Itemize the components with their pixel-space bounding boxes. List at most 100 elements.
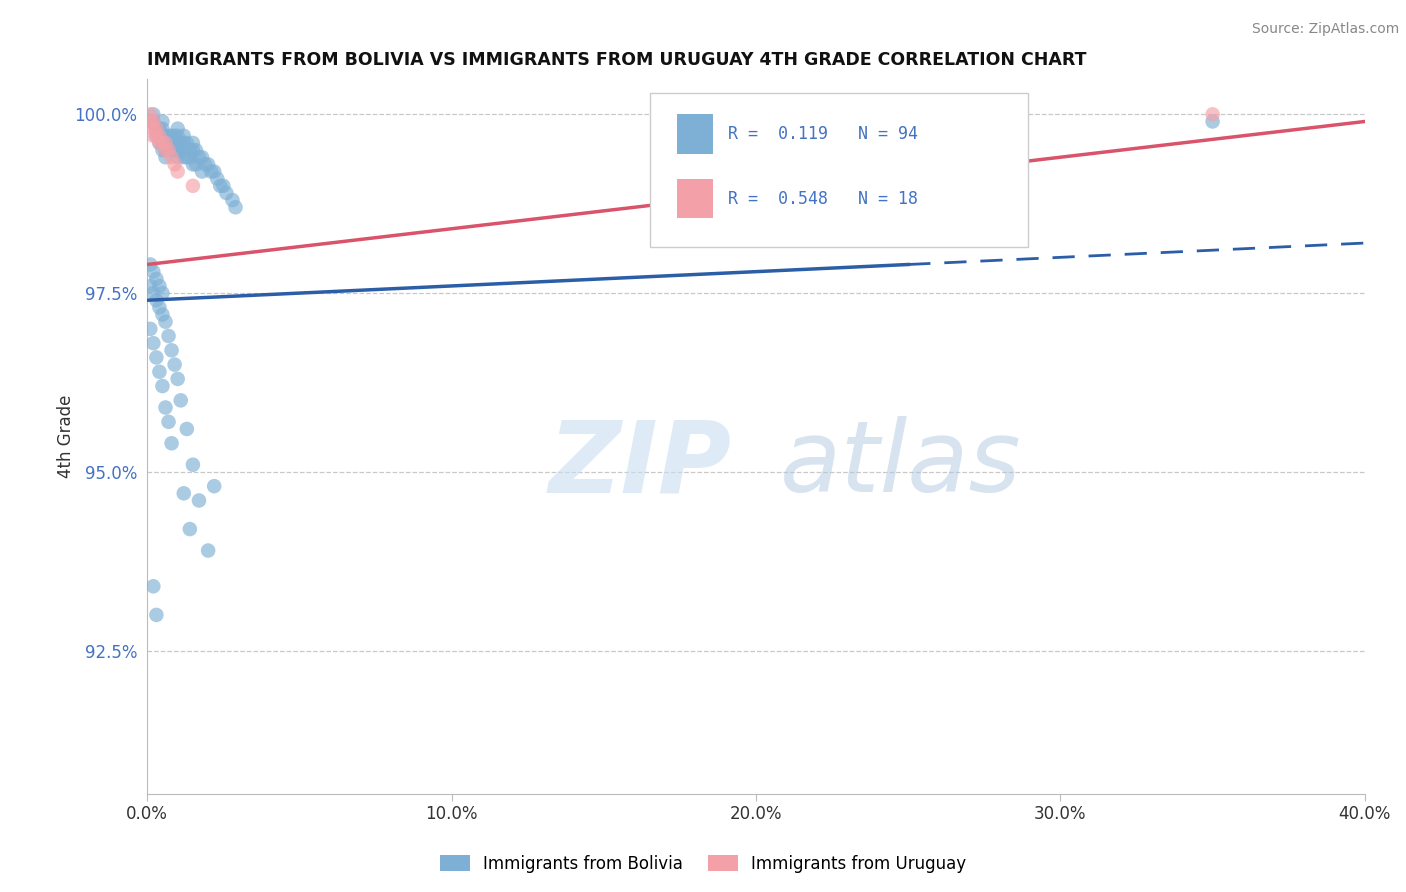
Point	[152, 121, 174, 136]
Point	[176, 136, 198, 150]
Point	[152, 143, 174, 157]
Point	[166, 128, 188, 143]
Text: R =  0.548   N = 18: R = 0.548 N = 18	[728, 190, 918, 208]
Point	[145, 121, 167, 136]
Y-axis label: 4th Grade: 4th Grade	[58, 394, 75, 478]
Point	[155, 136, 177, 150]
Point	[148, 128, 170, 143]
Point	[160, 150, 183, 164]
Point	[170, 136, 193, 150]
Text: ZIP: ZIP	[548, 417, 731, 513]
Text: R =  0.119   N = 94: R = 0.119 N = 94	[728, 126, 918, 144]
Point	[142, 114, 165, 128]
Point	[148, 136, 170, 150]
Point	[173, 150, 195, 164]
Point	[145, 121, 167, 136]
Point	[160, 436, 183, 450]
Point	[170, 143, 193, 157]
Point	[166, 121, 188, 136]
Point	[152, 136, 174, 150]
Point	[142, 286, 165, 301]
Legend: Immigrants from Bolivia, Immigrants from Uruguay: Immigrants from Bolivia, Immigrants from…	[433, 848, 973, 880]
Point	[139, 114, 162, 128]
Point	[155, 315, 177, 329]
Point	[191, 150, 214, 164]
Point	[139, 107, 162, 121]
Point	[163, 157, 186, 171]
Point	[197, 543, 219, 558]
Point	[179, 522, 201, 536]
Point	[145, 121, 167, 136]
Point	[145, 351, 167, 365]
Point	[166, 372, 188, 386]
Point	[142, 128, 165, 143]
Point	[166, 164, 188, 178]
Point	[225, 200, 247, 214]
Point	[181, 136, 204, 150]
Point	[188, 493, 211, 508]
Point	[142, 579, 165, 593]
Point	[179, 150, 201, 164]
Point	[173, 128, 195, 143]
Point	[142, 336, 165, 351]
Point	[191, 164, 214, 178]
Point	[145, 272, 167, 286]
Point	[142, 107, 165, 121]
Point	[163, 136, 186, 150]
Point	[152, 286, 174, 301]
Point	[157, 128, 180, 143]
Point	[157, 143, 180, 157]
Point	[184, 157, 207, 171]
Point	[145, 293, 167, 308]
Point	[166, 136, 188, 150]
Point	[148, 121, 170, 136]
Point	[176, 150, 198, 164]
Point	[209, 178, 232, 193]
Point	[148, 365, 170, 379]
Point	[1201, 107, 1223, 121]
Point	[163, 128, 186, 143]
Point	[152, 308, 174, 322]
Point	[166, 150, 188, 164]
Point	[215, 186, 238, 200]
FancyBboxPatch shape	[676, 114, 713, 153]
Point	[155, 150, 177, 164]
Point	[194, 157, 217, 171]
Point	[152, 128, 174, 143]
Point	[170, 393, 193, 408]
Point	[139, 114, 162, 128]
Point	[163, 358, 186, 372]
Point	[212, 178, 235, 193]
FancyBboxPatch shape	[650, 93, 1028, 246]
Point	[160, 136, 183, 150]
Point	[160, 343, 183, 358]
Point	[202, 479, 225, 493]
Point	[184, 143, 207, 157]
Point	[142, 121, 165, 136]
Point	[181, 178, 204, 193]
Point	[155, 128, 177, 143]
Point	[148, 128, 170, 143]
Point	[160, 143, 183, 157]
Point	[155, 136, 177, 150]
Point	[197, 157, 219, 171]
Point	[152, 136, 174, 150]
Point	[202, 164, 225, 178]
Point	[145, 128, 167, 143]
Point	[1201, 114, 1223, 128]
Point	[148, 301, 170, 315]
Point	[152, 379, 174, 393]
Point	[152, 114, 174, 128]
Point	[181, 157, 204, 171]
Point	[176, 422, 198, 436]
Point	[173, 136, 195, 150]
Point	[145, 607, 167, 622]
Point	[181, 143, 204, 157]
Point	[142, 114, 165, 128]
Point	[142, 265, 165, 279]
Point	[157, 143, 180, 157]
Point	[173, 486, 195, 500]
Point	[139, 258, 162, 272]
Text: IMMIGRANTS FROM BOLIVIA VS IMMIGRANTS FROM URUGUAY 4TH GRADE CORRELATION CHART: IMMIGRANTS FROM BOLIVIA VS IMMIGRANTS FR…	[148, 51, 1087, 69]
Point	[139, 279, 162, 293]
